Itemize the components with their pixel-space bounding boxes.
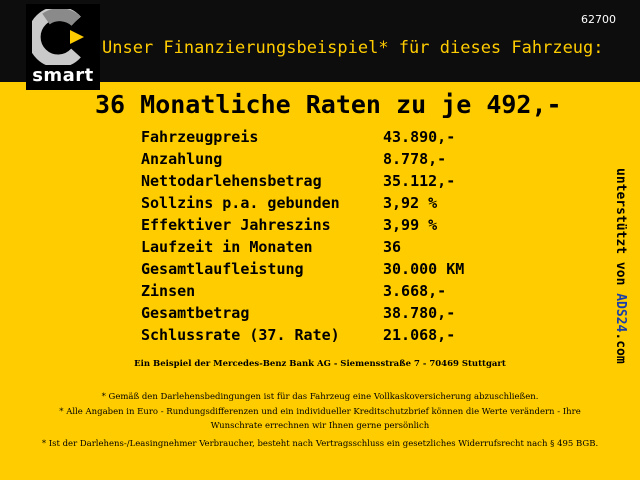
finance-row-net-loan: Nettodarlehensbetrag 35.112,- [141, 170, 541, 192]
row-value: 3,99 % [383, 216, 438, 234]
row-value: 21.068,- [383, 326, 456, 344]
row-value: 36 [383, 238, 402, 256]
smart-logo-icon [32, 9, 84, 65]
row-label: Sollzins p.a. gebunden [141, 194, 340, 212]
withdrawal-note: * Ist der Darlehens-/Leasingnehmer Verbr… [41, 439, 599, 449]
row-label: Gesamtlaufleistung [141, 260, 304, 278]
euro-note-line2: Wunschrate errechnen wir Ihnen gerne per… [210, 421, 430, 431]
finance-row-total: Gesamtbetrag 38.780,- [141, 302, 541, 324]
reference-number: 62700 [581, 13, 616, 26]
row-value: 35.112,- [383, 172, 456, 190]
finance-row-down-payment: Anzahlung 8.778,- [141, 148, 541, 170]
smart-logo: smart [26, 4, 100, 90]
finance-row-term: Laufzeit in Monaten 36 [141, 236, 541, 258]
row-value: 30.000 KM [383, 260, 465, 278]
ads24-credit: unterstützt von ADS24.com [613, 168, 628, 364]
row-label: Schlussrate (37. Rate) [141, 326, 340, 344]
finance-row-final-rate: Schlussrate (37. Rate) 21.068,- [141, 324, 541, 346]
headline-rates: 36 Monatliche Raten zu je 492,- [95, 90, 562, 119]
finance-row-mileage: Gesamtlaufleistung 30.000 KM [141, 258, 541, 280]
row-label: Effektiver Jahreszins [141, 216, 331, 234]
finance-row-price: Fahrzeugpreis 43.890,- [141, 126, 541, 148]
page-title: Unser Finanzierungsbeispiel* für dieses … [102, 38, 604, 58]
row-label: Fahrzeugpreis [141, 128, 259, 146]
finance-table: Fahrzeugpreis 43.890,- Anzahlung 8.778,-… [141, 126, 541, 346]
row-label: Laufzeit in Monaten [141, 238, 313, 256]
finance-row-borrowing-rate: Sollzins p.a. gebunden 3,92 % [141, 192, 541, 214]
header-bar [0, 0, 640, 82]
row-value: 3,92 % [383, 194, 438, 212]
row-label: Zinsen [141, 282, 196, 300]
row-label: Gesamtbetrag [141, 304, 250, 322]
bank-note: Ein Beispiel der Mercedes-Benz Bank AG -… [134, 359, 506, 369]
row-value: 3.668,- [383, 282, 447, 300]
brand-name: smart [32, 65, 94, 86]
row-label: Anzahlung [141, 150, 223, 168]
insurance-note: * Gemäß den Darlehensbedingungen ist für… [101, 392, 539, 402]
row-value: 43.890,- [383, 128, 456, 146]
ads24-brand: ADS24 [613, 293, 628, 333]
row-label: Nettodarlehensbetrag [141, 172, 322, 190]
credit-prefix: unterstützt von [613, 168, 628, 294]
row-value: 38.780,- [383, 304, 456, 322]
finance-row-effective-rate: Effektiver Jahreszins 3,99 % [141, 214, 541, 236]
euro-note-line1: * Alle Angaben in Euro - Rundungsdiffere… [59, 407, 581, 417]
row-value: 8.778,- [383, 150, 447, 168]
finance-row-interest: Zinsen 3.668,- [141, 280, 541, 302]
